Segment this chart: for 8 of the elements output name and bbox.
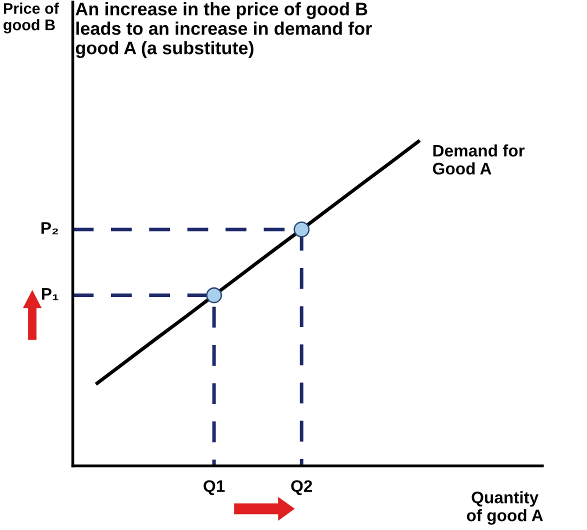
x-tick-label: Q1: [204, 480, 225, 496]
text: Price of good B: [4, 2, 60, 34]
text: P₁: [42, 288, 58, 300]
chart-title: An increase in the price of good B leads to an increase in demand for good A (a substitute): [76, 2, 372, 58]
x-axis-title: Quantity of good A: [466, 491, 543, 525]
text: P₂: [41, 222, 58, 234]
annotation: Demand for Good A: [432, 144, 525, 175]
x-tick-label: Q2: [291, 480, 312, 496]
